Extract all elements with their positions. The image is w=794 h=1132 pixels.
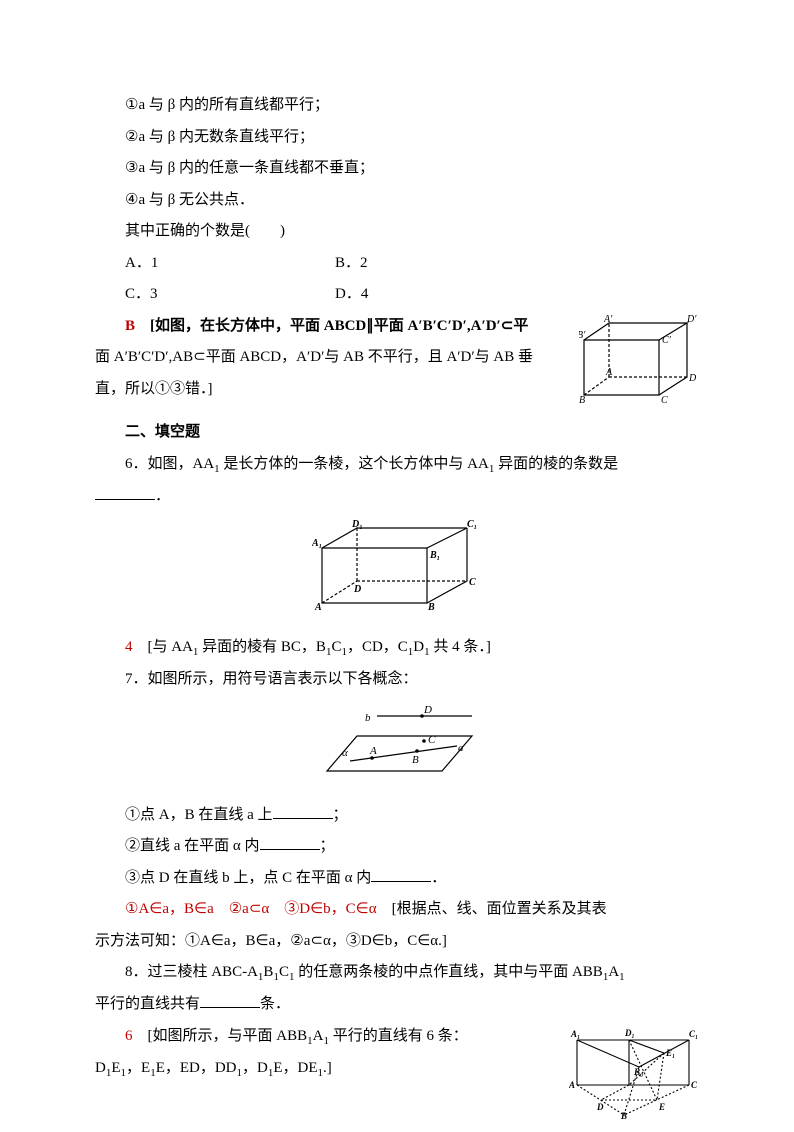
option-c: C．3 (95, 279, 335, 311)
statement-2: ②a 与 β 内无数条直线平行； (95, 122, 699, 154)
svg-text:A: A (369, 745, 377, 757)
svg-text:C₁: C₁ (467, 519, 477, 530)
svg-text:D: D (353, 584, 361, 595)
answer-8-line2: D1E1，E1E，ED，DD1，D1E，DE1.] (95, 1053, 699, 1085)
section-2-title: 二、填空题 (95, 417, 699, 449)
svg-text:B₁: B₁ (429, 550, 440, 561)
options-row-2: C．3 D．4 (95, 279, 699, 311)
svg-text:B: B (427, 602, 435, 613)
question-8-line1: 8．过三棱柱 ABC-A1B1C1 的任意两条棱的中点作直线，其中与平面 ABB… (95, 957, 699, 989)
answer-5-line1: B [如图，在长方体中，平面 ABCD∥平面 A′B′C′D′,A′D′⊂平 (95, 311, 699, 343)
question-8-line2: 平行的直线共有条． (95, 989, 699, 1021)
answer-8-num: 6 (125, 1028, 133, 1044)
q7-part2: ②直线 a 在平面 α 内； (95, 831, 699, 863)
answer-7-red: ①A∈a，B∈a ②a⊂α ③D∈b，C∈α (125, 901, 377, 917)
statement-3: ③a 与 β 内的任意一条直线都不垂直； (95, 153, 699, 185)
option-b: B．2 (335, 248, 368, 280)
answer-8-line1: 6 [如图所示，与平面 ABB1A1 平行的直线有 6 条： (95, 1021, 699, 1053)
question-7: 7．如图所示，用符号语言表示以下各概念： (95, 664, 699, 696)
svg-text:D₁: D₁ (351, 519, 363, 530)
svg-text:D: D (423, 704, 432, 716)
svg-text:B: B (412, 754, 419, 766)
answer-5-line3: 直，所以①③错．] (95, 374, 699, 406)
answer-7-line1: ①A∈a，B∈a ②a⊂α ③D∈b，C∈α [根据点、线、面位置关系及其表 (95, 894, 699, 926)
svg-text:E: E (658, 1102, 665, 1112)
answer-6-num: 4 (125, 639, 133, 655)
answer-5-letter: B (125, 318, 135, 334)
svg-text:A₁: A₁ (312, 538, 322, 549)
q7-part3: ③点 D 在直线 b 上，点 C 在平面 α 内． (95, 863, 699, 895)
answer-5-line2: 面 A′B′C′D′,AB⊂平面 ABCD，A′D′与 AB 不平行，且 A′D… (95, 342, 699, 374)
question-prompt: 其中正确的个数是( ) (95, 216, 699, 248)
answer-7-line2: 示方法可知：①A∈a，B∈a，②a⊂α，③D∈b，C∈α.] (95, 926, 699, 958)
option-d: D．4 (335, 279, 368, 311)
svg-text:C: C (428, 734, 436, 746)
question-6-blank: ． (95, 481, 699, 513)
svg-text:A: A (314, 602, 322, 613)
svg-text:D: D (596, 1102, 604, 1112)
statement-1: ①a 与 β 内的所有直线都平行； (95, 90, 699, 122)
svg-text:b: b (365, 712, 371, 724)
plane-diagram: b D α A B C a (95, 701, 699, 794)
q7-part1: ①点 A，B 在直线 a 上； (95, 800, 699, 832)
question-6: 6．如图，AA1 是长方体的一条棱，这个长方体中与 AA1 异面的棱的条数是 (95, 449, 699, 481)
answer-5-text1: [如图，在长方体中，平面 ABCD∥平面 A′B′C′D′,A′D′⊂平 (135, 318, 528, 334)
svg-text:B: B (620, 1111, 627, 1120)
cuboid-diagram-2: D₁ C₁ A₁ B₁ D C A B (95, 518, 699, 626)
option-a: A．1 (95, 248, 335, 280)
svg-text:α: α (342, 747, 348, 759)
svg-text:a: a (458, 742, 464, 754)
answer-6: 4 [与 AA1 异面的棱有 BC，B1C1，CD，C1D1 共 4 条．] (95, 632, 699, 664)
svg-text:C: C (469, 577, 476, 588)
statement-4: ④a 与 β 无公共点． (95, 185, 699, 217)
options-row-1: A．1 B．2 (95, 248, 699, 280)
